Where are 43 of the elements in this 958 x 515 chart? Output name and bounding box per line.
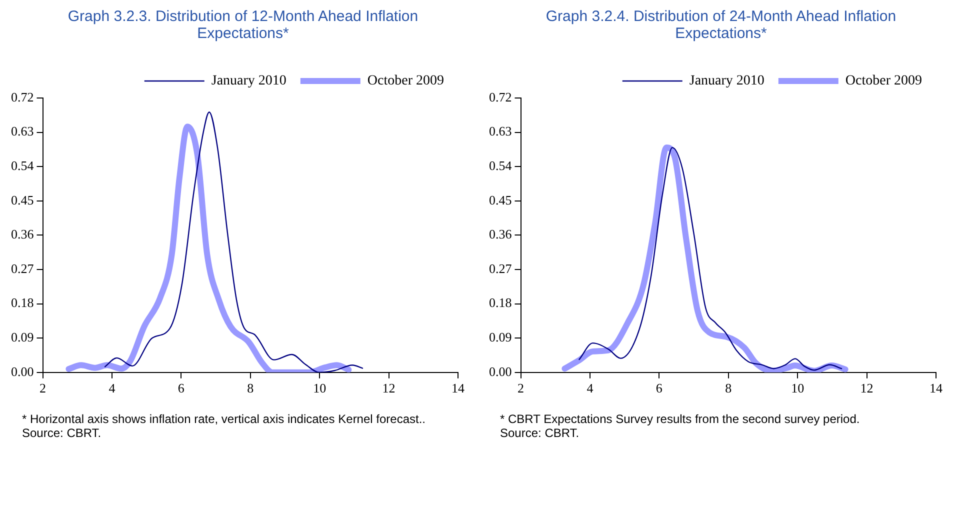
x-tick-label: 4 (108, 380, 116, 396)
source-note: Source: CBRT. (500, 426, 580, 440)
y-tick-label: 0.27 (489, 260, 512, 276)
x-tick-label: 4 (586, 380, 594, 396)
x-tick-label: 14 (930, 380, 943, 396)
y-tick-label: 0.63 (489, 124, 512, 139)
y-tick-label: 0.72 (11, 89, 34, 104)
chart-title: Graph 3.2.3. Distribution of 12-Month Ahead Inflation Expectations* (66, 8, 420, 44)
x-tick-label: 12 (382, 380, 396, 396)
x-tick-label: 10 (791, 380, 804, 396)
chart-title: Graph 3.2.4. Distribution of 24-Month Ahead Inflation Expectations* (544, 8, 898, 44)
text: * CBRT Expectations Survey results from the second survey period. (500, 412, 861, 426)
line-series (104, 112, 364, 372)
y-tick-label: 0.63 (11, 124, 34, 139)
y-tick-label: 0.27 (11, 260, 34, 276)
x-tick-label: 12 (860, 380, 874, 396)
x-tick-label: 6 (178, 380, 185, 396)
y-tick-label: 0.36 (11, 226, 34, 242)
x-tick-label: 14 (452, 380, 465, 396)
y-tick-label: 0.45 (489, 192, 512, 208)
y-tick-label: 0.45 (11, 192, 34, 208)
y-tick-label: 0.36 (489, 226, 512, 242)
x-tick-label: 8 (725, 380, 732, 396)
x-tick-label: 2 (40, 380, 46, 396)
legend-label: January 2010 (689, 74, 764, 89)
y-tick-label: 0.00 (11, 364, 34, 379)
legend-label: October 2009 (367, 74, 444, 89)
x-tick-label: 6 (656, 380, 663, 396)
y-tick-label: 0.72 (489, 89, 512, 104)
y-tick-label: 0.54 (11, 158, 34, 174)
x-tick-label: 2 (518, 380, 524, 396)
x-tick-label: 8 (247, 380, 254, 396)
y-tick-label: 0.00 (489, 364, 512, 379)
y-tick-label: 0.54 (489, 158, 512, 174)
y-tick-label: 0.18 (11, 295, 34, 310)
legend-label: January 2010 (211, 74, 286, 89)
y-tick-label: 0.18 (489, 295, 512, 310)
x-tick-label: 10 (313, 380, 326, 396)
y-tick-label: 0.09 (489, 330, 512, 345)
legend-label: October 2009 (845, 74, 922, 89)
source-note: Source: CBRT. (22, 426, 102, 440)
text: * Horizontal axis shows inflation rate, vertical axis indicates Kernel forecast.. (22, 412, 427, 426)
y-tick-label: 0.09 (11, 330, 34, 345)
